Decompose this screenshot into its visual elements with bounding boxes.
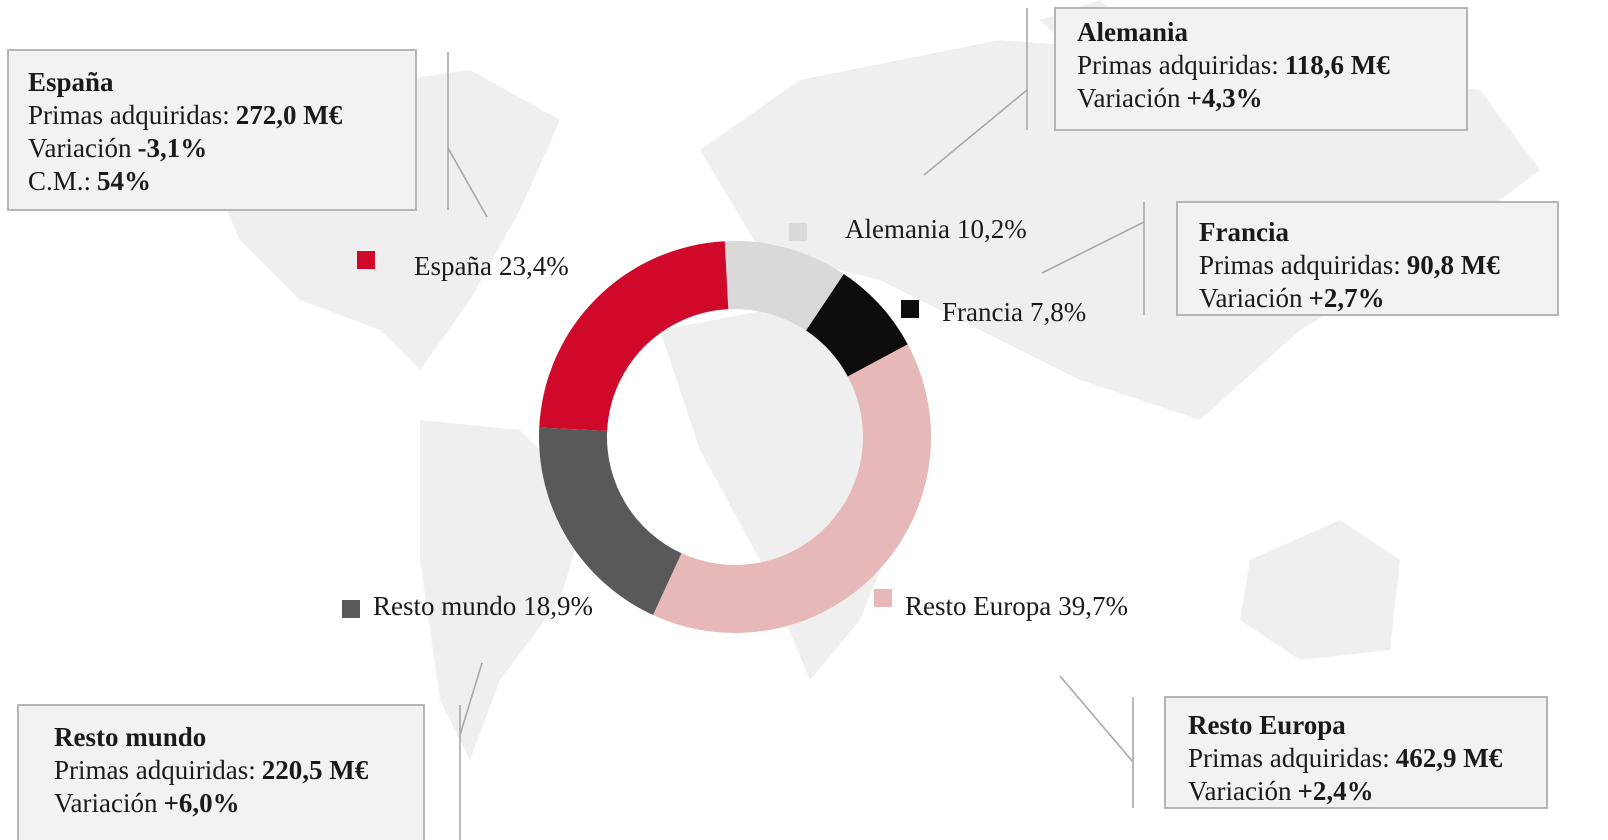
info-title: Resto mundo [54, 722, 206, 752]
info-title: España [28, 67, 114, 97]
world-map [200, 0, 1540, 760]
info-label: Variación [28, 133, 132, 163]
donut-segment [653, 344, 931, 633]
legend-name: Francia [942, 297, 1023, 327]
info-line: Variación -3,1% [28, 133, 207, 163]
legend-value: 10,2% [957, 214, 1027, 244]
info-label: Variación [1199, 283, 1303, 313]
legend-label: Francia 7,8% [942, 297, 1086, 327]
info-line: Variación +2,4% [1188, 776, 1374, 806]
info-box [1164, 696, 1548, 809]
info-line: Variación +2,7% [1199, 283, 1385, 313]
info-line: Primas adquiridas: 272,0 M€ [28, 100, 343, 130]
legend-label: España 23,4% [414, 251, 569, 281]
legend-swatch [901, 300, 919, 318]
info-label: Primas adquiridas: [1199, 250, 1401, 280]
info-line: Variación +6,0% [54, 788, 240, 818]
info-value: 118,6 M€ [1285, 50, 1390, 80]
info-box [17, 704, 425, 840]
info-title: Francia [1199, 217, 1289, 247]
legend-name: Resto Europa [905, 591, 1051, 621]
info-value: +2,7% [1308, 283, 1384, 313]
leader-lines [447, 8, 1145, 840]
legend-name: Resto mundo [373, 591, 516, 621]
legend-name: España [414, 251, 492, 281]
info-value: 54% [97, 166, 151, 196]
info-line: Primas adquiridas: 118,6 M€ [1077, 50, 1390, 80]
donut-segment [539, 241, 729, 431]
info-box [1054, 7, 1468, 131]
info-label: Primas adquiridas: [1188, 743, 1390, 773]
legend-name: Alemania [845, 214, 950, 244]
info-label: Variación [1188, 776, 1292, 806]
info-line: Primas adquiridas: 462,9 M€ [1188, 743, 1503, 773]
info-value: 220,5 M€ [262, 755, 369, 785]
legend-label: Resto mundo 18,9% [373, 591, 593, 621]
legend-swatch [357, 251, 375, 269]
info-label: Primas adquiridas: [54, 755, 256, 785]
info-value: 90,8 M€ [1407, 250, 1500, 280]
info-line: Variación +4,3% [1077, 83, 1263, 113]
info-label: Variación [1077, 83, 1181, 113]
legend-value: 23,4% [499, 251, 569, 281]
info-value: 272,0 M€ [236, 100, 343, 130]
info-value: +4,3% [1186, 83, 1262, 113]
legend-swatch [789, 223, 807, 241]
info-title: Resto Europa [1188, 710, 1346, 740]
info-line: Primas adquiridas: 220,5 M€ [54, 755, 369, 785]
info-label: Primas adquiridas: [1077, 50, 1279, 80]
donut-segment [539, 427, 682, 616]
donut-segment [724, 241, 844, 331]
legend-swatch [342, 600, 360, 618]
info-value: +2,4% [1297, 776, 1373, 806]
legend-value: 7,8% [1030, 297, 1086, 327]
info-box [1176, 201, 1559, 316]
legend-value: 39,7% [1058, 591, 1128, 621]
info-box [7, 49, 417, 211]
info-line: Primas adquiridas: 90,8 M€ [1199, 250, 1500, 280]
info-label: Primas adquiridas: [28, 100, 230, 130]
info-value: 462,9 M€ [1396, 743, 1503, 773]
info-value: -3,1% [137, 133, 207, 163]
legend-value: 18,9% [523, 591, 593, 621]
info-label: C.M.: [28, 166, 91, 196]
legend-label: Resto Europa 39,7% [905, 591, 1128, 621]
info-value: +6,0% [163, 788, 239, 818]
donut-segment [806, 273, 908, 377]
info-title: Alemania [1077, 17, 1188, 47]
info-line: C.M.: 54% [28, 166, 151, 196]
legend-swatch [874, 589, 892, 607]
legend-label: Alemania 10,2% [845, 214, 1027, 244]
info-label: Variación [54, 788, 158, 818]
